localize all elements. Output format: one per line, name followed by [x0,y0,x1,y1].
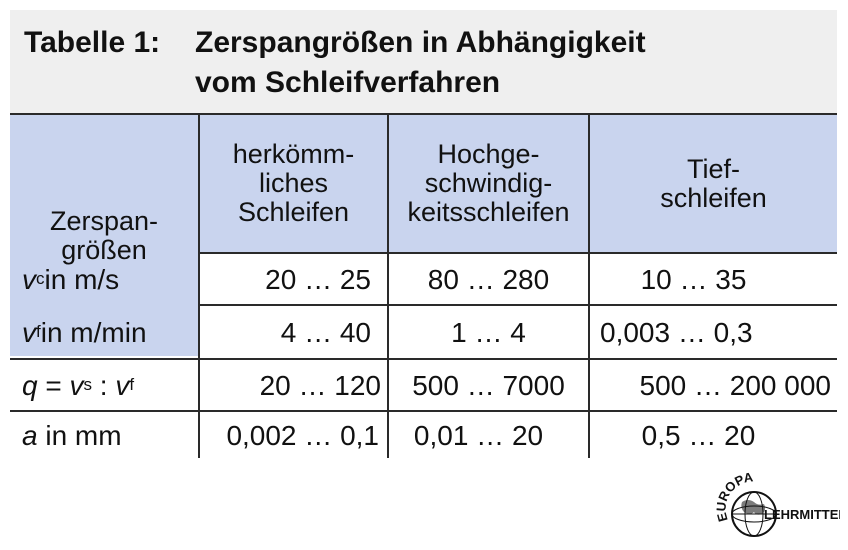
column-rule-1 [198,115,200,458]
cell-q-tief: 500 … 200 000 [639,369,832,401]
row-rule-3 [10,410,837,412]
data-table: Zerspan- größen herkömm- liches Schleife… [10,115,837,458]
header-tiefschleifen: Tief- schleifen [590,115,837,252]
header-zerspangroessen: Zerspan- größen [10,115,198,356]
table-container: Tabelle 1: Zerspangrößen in Abhängigkeit … [10,10,837,458]
cell-vf-herkoemmlich: 4 … 40 [280,316,371,348]
row-rule-2 [10,358,837,360]
row-label-a: a in mm [22,419,122,451]
logo-text-bottom: LEHRMITTEL [764,507,840,522]
title-line-1: Zerspangrößen in Abhängigkeit [195,26,646,59]
cell-vc-herkoemmlich: 20 … 25 [265,263,371,295]
row-rule-1 [198,304,837,306]
cell-vc-hochgeschwindigkeit: 80 … 280 [427,263,550,295]
header-rule [198,252,837,254]
cell-a-herkoemmlich: 0,002 … 0,1 [226,419,379,451]
table-title: Tabelle 1: Zerspangrößen in Abhängigkeit … [10,10,837,115]
cell-vc-tief: 10 … 35 [640,263,747,295]
header-hochgeschwindigkeitsschleifen: Hochge- schwindig- keitsschleifen [389,115,588,252]
europa-lehrmittel-logo: EUROPA LEHRMITTEL [713,469,840,537]
cell-q-herkoemmlich: 20 … 120 [259,369,381,401]
column-rule-3 [588,115,590,458]
cell-a-tief: 0,5 … 20 [641,419,756,451]
cell-q-hochgeschwindigkeit: 500 … 7000 [412,369,565,401]
table-number: Tabelle 1: [24,26,161,59]
column-rule-2 [387,115,389,458]
cell-vf-tief: 0,003 … 0,3 [600,316,753,348]
header-herkoemmliches-schleifen: herkömm- liches Schleifen [200,115,387,252]
cell-a-hochgeschwindigkeit: 0,01 … 20 [413,419,544,451]
cell-vf-hochgeschwindigkeit: 1 … 4 [451,316,526,348]
globe-icon [731,491,777,537]
title-line-2: vom Schleifverfahren [195,66,501,99]
